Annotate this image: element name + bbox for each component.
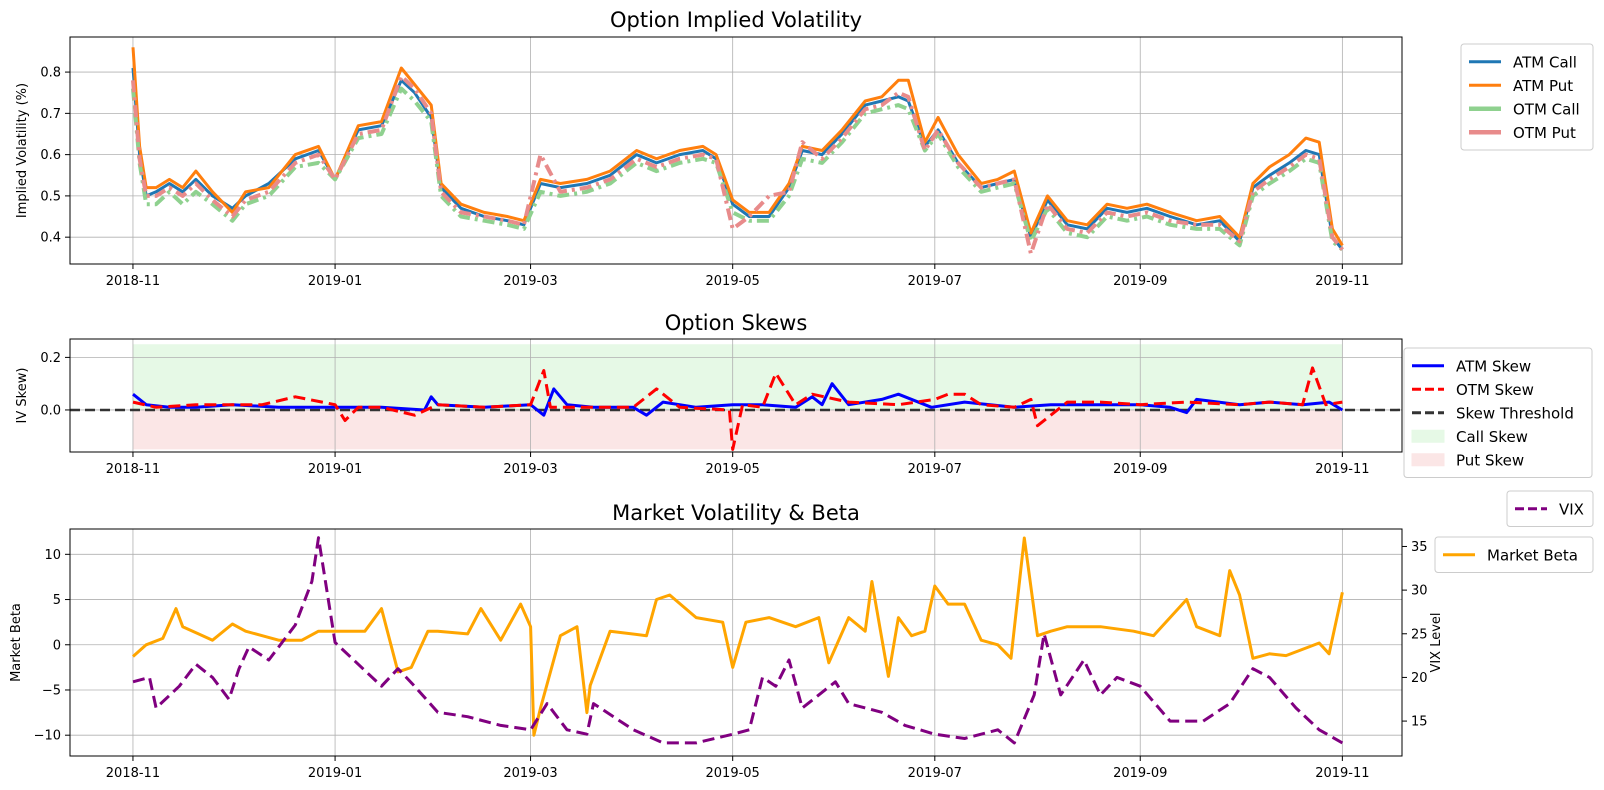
chart-3: 2018-11 2019-01 2019-03 2019-05 2019-07 2019-… (9, 490, 1594, 781)
y-tick-label: −5 (42, 683, 61, 698)
x-tick-label: 2019-07 (908, 766, 962, 781)
x-tick-label: 2019-07 (908, 462, 962, 477)
series-line-otm-skew (132, 366, 1343, 451)
y-right-tick-label: 20 (1411, 671, 1428, 686)
x-tick-label: 2019-03 (503, 462, 557, 477)
y-tick-label: 0.4 (40, 231, 61, 246)
x-tick-label: 2019-09 (1113, 274, 1167, 289)
legend-label: OTM Put (1513, 124, 1576, 142)
legend-frame (1506, 490, 1594, 527)
y-tick-label: 10 (44, 548, 61, 563)
x-tick-label: 2018-11 (106, 274, 160, 289)
y-tick-label: 0.8 (40, 66, 61, 81)
x-tick-label: 2019-11 (1315, 766, 1369, 781)
x-tick-label: 2019-07 (908, 274, 962, 289)
legend: ATM Skew OTM Skew Skew Threshold Call Skew P… (1403, 347, 1593, 478)
x-tick-label: 2019-05 (706, 462, 760, 477)
x-tick-label: 2019-01 (308, 274, 362, 289)
y-axis-label: Market Beta (9, 603, 24, 682)
legend: Market Beta (1434, 536, 1594, 573)
y-tick-label: 0.0 (40, 403, 61, 418)
legend: ATM Call ATM Put OTM Call OTM Put (1460, 43, 1594, 151)
legend-frame (1434, 536, 1594, 573)
y-tick-label: −10 (34, 729, 61, 744)
x-tick-label: 2019-11 (1315, 274, 1369, 289)
y-tick-label: 5 (53, 593, 61, 608)
legend-label: VIX (1559, 500, 1584, 518)
legend-frame (1403, 347, 1593, 478)
chart-title: Option Implied Volatility (610, 8, 862, 32)
legend-label: Call Skew (1456, 428, 1528, 446)
x-tick-label: 2018-11 (106, 766, 160, 781)
x-tick-label: 2019-01 (308, 766, 362, 781)
series-line-market-beta (132, 536, 1344, 737)
x-tick-label: 2019-09 (1113, 462, 1167, 477)
y-axis-label: IV Skew) (15, 368, 30, 424)
series-line-otm-put (131, 74, 1344, 256)
x-tick-label: 2019-03 (503, 766, 557, 781)
band-call-skew (132, 344, 1343, 410)
legend-frame (1460, 43, 1594, 151)
y-right-tick-label: 35 (1411, 540, 1428, 555)
series-line-atm-put (131, 47, 1344, 247)
chart-title: Option Skews (665, 311, 808, 335)
y-tick-label: 0.2 (40, 351, 61, 366)
y-right-tick-label: 15 (1411, 715, 1428, 730)
x-tick-label: 2019-09 (1113, 766, 1167, 781)
legend-swatch (1411, 429, 1445, 443)
y-axis-label: Implied Volatility (%) (15, 83, 30, 218)
series-line-vix (132, 536, 1344, 745)
axes-frame (69, 36, 1403, 265)
legend-swatch (1411, 453, 1445, 467)
chart-1: 2018-11 2019-01 2019-03 2019-05 2019-07 2019-… (15, 8, 1594, 289)
x-tick-label: 2019-05 (706, 274, 760, 289)
chart-2: 2018-11 2019-01 2019-03 2019-05 2019-07 2019-… (15, 311, 1593, 478)
y-right-tick-label: 30 (1411, 584, 1428, 599)
legend-label: ATM Call (1513, 53, 1577, 71)
x-tick-label: 2018-11 (106, 462, 160, 477)
y-right-tick-label: 25 (1411, 627, 1428, 642)
y-tick-label: 0.6 (40, 148, 61, 163)
x-tick-label: 2019-11 (1315, 462, 1369, 477)
series-line-atm-call (131, 67, 1344, 251)
y-tick-label: 0.5 (40, 189, 61, 204)
legend-label: ATM Put (1513, 77, 1573, 95)
x-tick-label: 2019-03 (503, 274, 557, 289)
legend-label: Skew Threshold (1456, 404, 1574, 422)
axes-frame (69, 338, 1403, 453)
y-right-axis-label: VIX Level (1429, 612, 1444, 672)
legend-label: Market Beta (1487, 546, 1578, 564)
y-tick-label: 0 (53, 638, 61, 653)
x-tick-label: 2019-01 (308, 462, 362, 477)
legend-label: Put Skew (1456, 451, 1524, 469)
chart-title: Market Volatility & Beta (612, 501, 860, 525)
legend-label: ATM Skew (1456, 357, 1531, 375)
x-tick-label: 2019-05 (706, 766, 760, 781)
legend-label: OTM Call (1513, 100, 1580, 118)
y-tick-label: 0.7 (40, 107, 61, 122)
axes-frame (69, 528, 1403, 757)
legend: VIX (1506, 490, 1594, 527)
legend-label: OTM Skew (1456, 381, 1534, 399)
series-line-otm-call (131, 86, 1344, 252)
